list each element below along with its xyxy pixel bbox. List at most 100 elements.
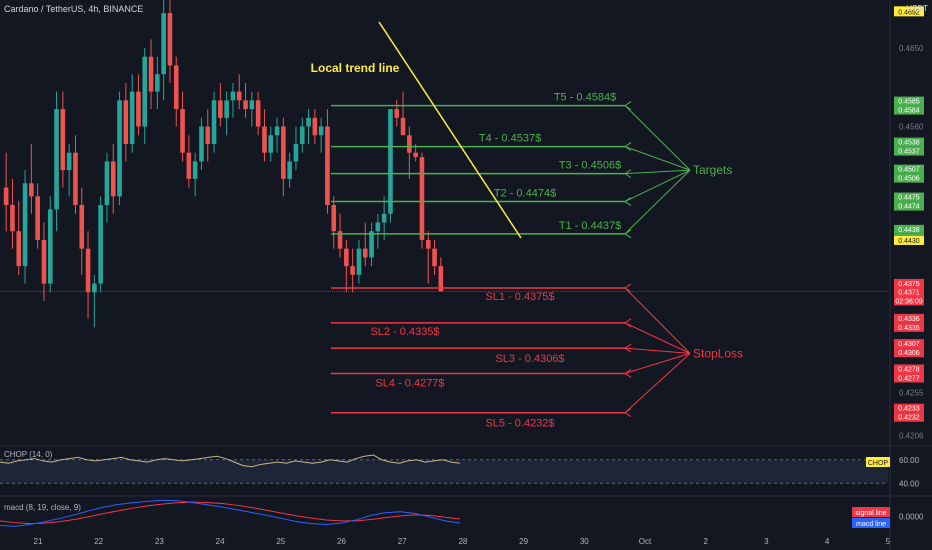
- candle-body: [79, 205, 85, 249]
- candle-body: [22, 183, 28, 267]
- candle-body: [344, 248, 349, 267]
- y-tick-label: 0.4206: [899, 431, 924, 440]
- price-tag-text: 0.4430: [898, 238, 920, 245]
- x-tick-label: Oct: [639, 537, 652, 546]
- chop-tag-text: CHOP: [868, 460, 889, 467]
- target-arrow: [624, 169, 691, 235]
- candle-body: [129, 91, 135, 144]
- price-tag-text: 0.4277: [898, 375, 920, 382]
- price-tag: [894, 6, 924, 17]
- macd-macd-line: [0, 499, 461, 527]
- macd-legend-text: signal line: [855, 510, 886, 517]
- stoploss-arrow: [624, 352, 691, 374]
- x-tick-label: 30: [580, 537, 589, 546]
- x-tick-label: 24: [216, 537, 225, 546]
- candle-body: [123, 100, 129, 144]
- candle-body: [10, 205, 15, 232]
- candle-body: [381, 213, 387, 223]
- candle-body: [407, 135, 412, 153]
- trend-line: [378, 21, 522, 239]
- chop-line: [0, 454, 461, 468]
- candle-body: [438, 266, 444, 292]
- price-tag: [894, 96, 924, 106]
- price-tag-text: 0.4375: [898, 281, 920, 288]
- candle-body: [199, 126, 204, 162]
- price-tag: [894, 412, 924, 422]
- price-tag-text: 0.4584: [898, 108, 920, 115]
- candle-body: [243, 100, 248, 110]
- candle-body: [388, 109, 393, 214]
- trend-line-label: Local trend line: [311, 61, 400, 75]
- y-tick-label: 0.4255: [899, 389, 924, 398]
- stoploss-label: SL5 - 0.4232$: [485, 418, 554, 430]
- price-tag-text: 0.4506: [898, 176, 920, 183]
- candle-body: [281, 126, 286, 179]
- candle-body: [98, 205, 103, 284]
- price-tag: [894, 192, 924, 202]
- candle-body: [110, 161, 116, 197]
- candle-body: [66, 152, 72, 171]
- target-label: T1 - 0.4437$: [559, 220, 621, 232]
- candle-body: [318, 126, 324, 136]
- candle-body: [230, 91, 236, 101]
- macd-legend-text: macd line: [856, 521, 886, 528]
- candle-body: [413, 152, 418, 158]
- target-label: T2 - 0.4474$: [494, 188, 556, 200]
- candle-body: [136, 91, 141, 127]
- price-tag-text: 0.4538: [898, 140, 920, 147]
- target-arrow: [624, 146, 691, 171]
- candle-body: [3, 187, 9, 206]
- stoploss-label: SL3 - 0.4306$: [495, 353, 564, 365]
- candle-body: [274, 126, 280, 136]
- candle-body: [369, 231, 374, 258]
- price-tag: [894, 403, 924, 413]
- candle-body: [350, 266, 355, 275]
- price-tag: [894, 235, 924, 245]
- price-tag-text: 0.4692: [898, 9, 920, 16]
- x-tick-label: 22: [94, 537, 103, 546]
- stoploss-arrowhead: [624, 283, 632, 293]
- candle-body: [192, 161, 198, 179]
- price-tag: [894, 224, 924, 234]
- price-tag: [894, 137, 924, 147]
- price-tag-text: 0.4233: [898, 406, 920, 413]
- candle-body: [148, 56, 154, 92]
- price-tag: [894, 278, 924, 288]
- x-tick-label: 27: [398, 537, 407, 546]
- stoploss-arrowhead: [624, 408, 632, 418]
- x-tick-label: 29: [519, 537, 528, 546]
- targets-caption: Targets: [693, 163, 732, 177]
- candle-body: [432, 248, 437, 267]
- price-tag-text: 0.4232: [898, 415, 920, 422]
- price-tag-text: 0.4278: [898, 366, 920, 373]
- stoploss-arrowhead: [624, 343, 632, 353]
- price-tag: [894, 201, 924, 211]
- target-arrow: [624, 105, 691, 171]
- target-arrowhead: [624, 169, 632, 179]
- price-tag: [894, 348, 924, 358]
- price-tag-text: 0.4474: [898, 204, 920, 211]
- currency-label: USDT: [906, 4, 928, 13]
- candle-body: [186, 152, 192, 179]
- macd-legend-tag: [852, 507, 890, 517]
- macd-legend-tag: [852, 518, 890, 528]
- candle-body: [249, 100, 255, 110]
- stoploss-label: SL1 - 0.4375$: [485, 291, 554, 303]
- candle-body: [85, 248, 91, 293]
- candle-body: [180, 109, 185, 153]
- candle-body: [155, 74, 160, 92]
- target-label: T5 - 0.4584$: [554, 92, 616, 104]
- candle-body: [117, 100, 122, 197]
- stoploss-label: SL2 - 0.4335$: [370, 326, 439, 338]
- candle-body: [173, 65, 179, 110]
- candle-body: [161, 13, 166, 75]
- price-tag: [894, 339, 924, 349]
- x-tick-label: 25: [276, 537, 285, 546]
- macd-signal-line: [0, 501, 461, 525]
- y-tick-label: 0.4650: [899, 44, 924, 53]
- candle-body: [104, 161, 110, 206]
- candle-body: [312, 117, 318, 136]
- chart-title: Cardano / TetherUS, 4h, BINANCE: [4, 4, 144, 14]
